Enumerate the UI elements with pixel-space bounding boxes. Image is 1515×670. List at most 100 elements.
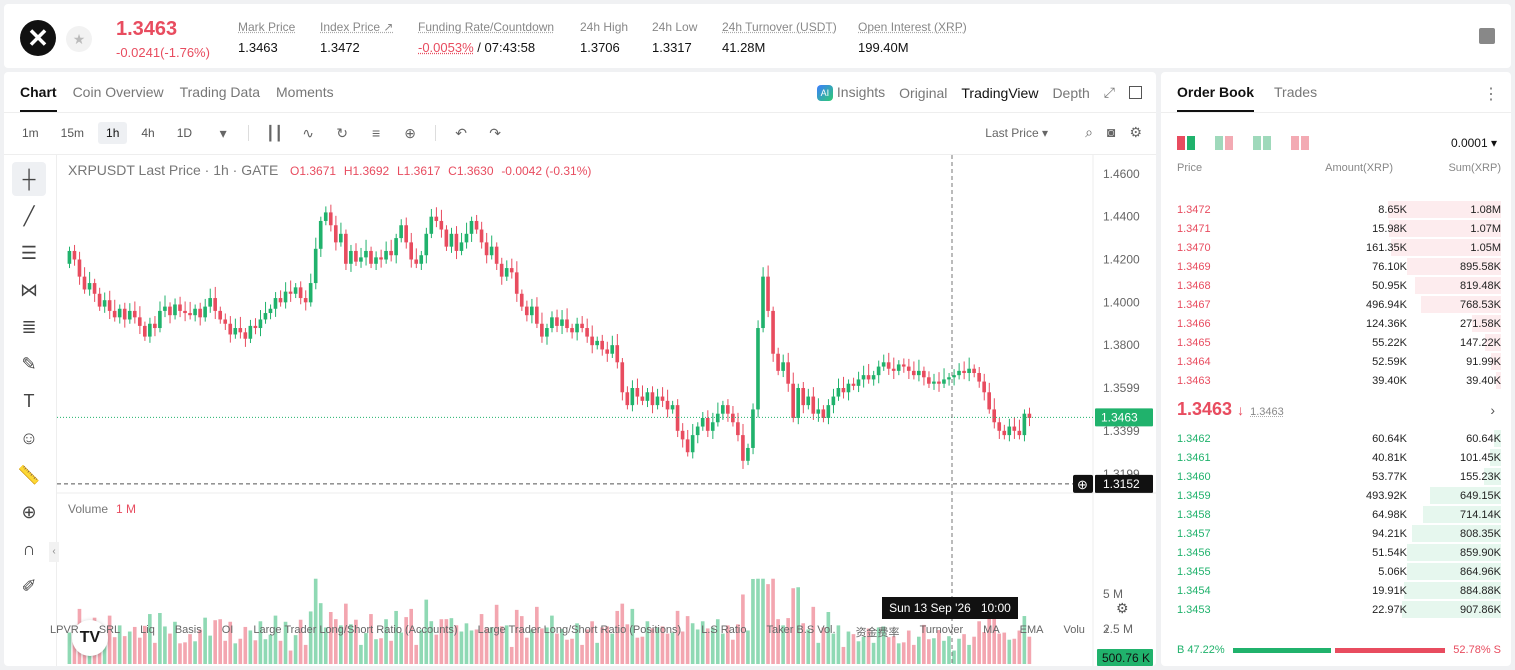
bid-row[interactable]: 1.3453 22.97K 907.86K <box>1161 600 1511 619</box>
bid-row[interactable]: 1.3461 40.81K 101.45K <box>1161 448 1511 467</box>
tab-coin-overview[interactable]: Coin Overview <box>72 84 164 100</box>
magnet-icon[interactable]: ∩ <box>22 539 36 559</box>
interval-1h[interactable]: 1h <box>98 122 128 144</box>
tab-insights[interactable]: AI Insights <box>816 84 885 102</box>
gear-icon[interactable]: ⚙ <box>1129 124 1142 140</box>
ask-row[interactable]: 1.3465 55.22K 147.22K <box>1161 333 1511 352</box>
tab-moments[interactable]: Moments <box>276 84 334 100</box>
undo-icon[interactable]: ↶ <box>455 125 467 141</box>
interval-15m[interactable]: 15m <box>60 126 85 140</box>
bid-row[interactable]: 1.3458 64.98K 714.14K <box>1161 505 1511 524</box>
collapse-toolbar-icon[interactable]: ‹ <box>49 542 59 562</box>
y-tick-label: 1.3800 <box>1103 338 1140 352</box>
chart-settings-icon[interactable]: ⚙ <box>1116 600 1129 616</box>
pencil-icon[interactable]: ✐ <box>21 576 37 596</box>
indicator-item[interactable]: Taker B.S Vol. <box>766 624 836 636</box>
tab-tradingview[interactable]: TradingView <box>961 84 1039 101</box>
bid-row[interactable]: 1.3462 60.64K 60.64K <box>1161 429 1511 448</box>
emoji-icon[interactable]: ☺ <box>19 428 39 448</box>
candle <box>248 325 253 339</box>
volume-bar <box>183 642 187 664</box>
templates-icon[interactable]: ≡ <box>371 125 381 141</box>
bid-row[interactable]: 1.3455 5.06K 864.96K <box>1161 562 1511 581</box>
tab-trades[interactable]: Trades <box>1274 84 1318 100</box>
chevron-right-icon[interactable]: › <box>1490 402 1495 418</box>
bid-row[interactable]: 1.3457 94.21K 808.35K <box>1161 524 1511 543</box>
interval-4h[interactable]: 4h <box>141 126 155 140</box>
indicator-item[interactable]: EMA <box>1019 624 1044 636</box>
bid-row[interactable]: 1.3456 51.54K 859.90K <box>1161 543 1511 562</box>
ask-row[interactable]: 1.3464 52.59K 91.99K <box>1161 352 1511 371</box>
book-icon[interactable] <box>1479 28 1495 44</box>
candlestick-chart[interactable]: 1.4600 1.4400 1.4200 1.4000 1.3800 1.3599 1.33… <box>57 155 1156 666</box>
camera-icon[interactable]: ◙ <box>1106 124 1116 140</box>
text-icon[interactable]: T <box>23 391 35 411</box>
window-icon[interactable] <box>1129 86 1142 100</box>
indicator-item[interactable]: OI <box>221 624 234 636</box>
more-icon[interactable]: ⋮ <box>1483 86 1499 103</box>
candle <box>836 387 841 397</box>
indicator-item[interactable]: Turnover <box>919 624 964 636</box>
tick-size-select[interactable]: 0.0001 ▾ <box>1450 136 1497 150</box>
interval-1d[interactable]: 1D <box>176 126 193 140</box>
chevron-right-icon[interactable]: › <box>1104 624 1109 636</box>
mode-bids-icon[interactable] <box>1253 136 1271 150</box>
ask-row[interactable]: 1.3467 496.94K 768.53K <box>1161 295 1511 314</box>
brush-icon[interactable]: ✎ <box>21 354 37 374</box>
indicator-item[interactable]: SRL <box>98 624 121 636</box>
horizontal-lines-icon[interactable]: ☰ <box>20 243 38 263</box>
tab-depth[interactable]: Depth <box>1052 84 1090 101</box>
ask-row[interactable]: 1.3469 76.10K 895.58K <box>1161 257 1511 276</box>
search-icon[interactable]: ⌕ <box>1085 124 1093 140</box>
bid-row[interactable]: 1.3454 19.91K 884.88K <box>1161 581 1511 600</box>
crosshair-icon[interactable]: ┼ <box>12 162 46 196</box>
price-type-select[interactable]: Last Price ▾ <box>985 126 1048 140</box>
indicator-item[interactable]: Large Trader Long/Short Ratio (Accounts) <box>253 624 458 636</box>
interval-1m[interactable]: 1m <box>22 126 39 140</box>
fib-icon[interactable]: ≣ <box>21 317 37 337</box>
pattern-icon[interactable]: ⋈ <box>20 280 38 300</box>
candle <box>344 233 348 264</box>
indicator-item[interactable]: Volu <box>1063 624 1085 636</box>
ask-row[interactable]: 1.3468 50.95K 819.48K <box>1161 276 1511 295</box>
order-amount: 94.21K <box>1372 527 1407 540</box>
indicator-item[interactable]: LPVR <box>50 624 79 636</box>
tab-trading-data[interactable]: Trading Data <box>179 84 261 100</box>
tab-chart[interactable]: Chart <box>20 84 57 112</box>
candle <box>630 387 635 406</box>
indicator-item[interactable]: Basis <box>174 624 202 636</box>
tab-order-book[interactable]: Order Book <box>1177 84 1255 112</box>
bid-row[interactable]: 1.3459 493.92K 649.15K <box>1161 486 1511 505</box>
indicators-icon[interactable]: ∿ <box>302 125 314 141</box>
mode-mixed-icon[interactable] <box>1215 136 1233 150</box>
ask-row[interactable]: 1.3463 39.40K 39.40K <box>1161 371 1511 390</box>
candle <box>595 340 599 346</box>
favorite-star-icon[interactable]: ★ <box>66 26 92 52</box>
mode-both-icon[interactable] <box>1177 136 1195 150</box>
add-alert-icon[interactable]: ⊕ <box>404 125 416 141</box>
indicator-item[interactable]: Liq <box>140 624 155 636</box>
zoom-in-icon[interactable]: ⊕ <box>21 502 37 522</box>
indicator-item[interactable]: Large Trader Long/Short Ratio (Positions… <box>477 624 682 636</box>
chevron-down-icon[interactable]: ▾ <box>219 125 227 141</box>
redo-icon[interactable]: ↷ <box>489 125 501 141</box>
ask-row[interactable]: 1.3470 161.35K 1.05M <box>1161 238 1511 257</box>
mid-price[interactable]: 1.3463 ↓ 1.3463 <box>1177 399 1284 419</box>
orderbook-header: Price Amount(XRP) Sum(XRP) <box>1177 162 1501 174</box>
mode-asks-icon[interactable] <box>1291 136 1309 150</box>
ask-row[interactable]: 1.3466 124.36K 271.58K <box>1161 314 1511 333</box>
indicator-item[interactable]: 资金费率 <box>855 627 900 639</box>
volume-bar <box>746 630 750 664</box>
ask-row[interactable]: 1.3471 15.98K 1.07M <box>1161 219 1511 238</box>
expand-icon[interactable]: ⤢ <box>1103 84 1115 101</box>
indicator-item[interactable]: L.S Ratio <box>701 624 747 636</box>
bid-row[interactable]: 1.3460 53.77K 155.23K <box>1161 467 1511 486</box>
indicator-item[interactable]: MA <box>983 624 1000 636</box>
tab-original[interactable]: Original <box>899 84 948 101</box>
ask-row[interactable]: 1.3472 8.65K 1.08M <box>1161 200 1511 219</box>
candle-type-icon[interactable]: ┃┃ <box>266 125 283 141</box>
ruler-icon[interactable]: 📏 <box>17 465 41 485</box>
replay-icon[interactable]: ↻ <box>336 125 348 141</box>
volume-bar <box>434 634 439 664</box>
trend-line-icon[interactable]: ╱ <box>23 206 35 226</box>
